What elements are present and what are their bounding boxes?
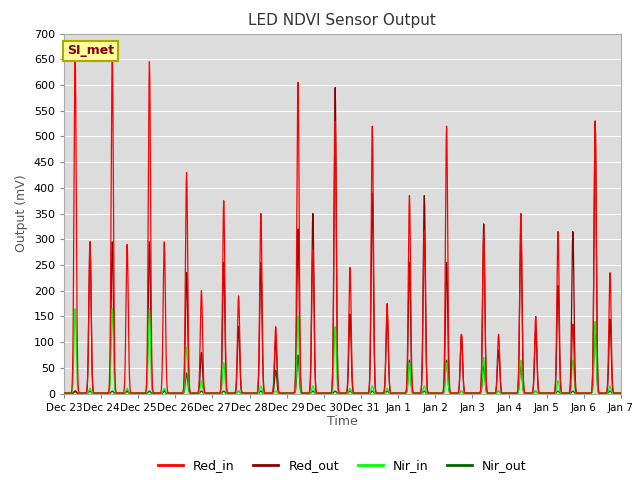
Red_out [60, 390, 68, 396]
Nir_in [297, 385, 305, 391]
Red_out [378, 390, 385, 396]
Red_in [308, 276, 316, 281]
Line: Nir_out: Nir_out [64, 324, 621, 393]
Red_in [617, 390, 625, 396]
Nir_out [126, 390, 134, 396]
Red_out [332, 85, 339, 91]
Red_in [71, 51, 79, 57]
Red_in [378, 390, 385, 396]
Nir_in [60, 390, 68, 396]
Red_out [103, 390, 111, 396]
Red_in [104, 390, 111, 396]
Nir_in [126, 390, 134, 396]
Red_in [318, 390, 326, 396]
Nir_out [617, 390, 625, 396]
X-axis label: Time: Time [327, 415, 358, 429]
Red_in [60, 390, 68, 396]
Nir_out [308, 389, 316, 395]
Nir_out [591, 321, 599, 327]
Nir_in [617, 390, 625, 396]
Nir_out [318, 390, 326, 396]
Red_out [126, 390, 134, 396]
Nir_out [296, 385, 304, 391]
Nir_out [103, 390, 111, 396]
Nir_in [378, 390, 385, 396]
Nir_in [308, 384, 316, 390]
Line: Red_in: Red_in [64, 54, 621, 393]
Red_in [297, 370, 305, 376]
Red_out [617, 390, 625, 396]
Y-axis label: Output (mV): Output (mV) [15, 175, 28, 252]
Line: Red_out: Red_out [64, 88, 621, 393]
Red_out [296, 369, 304, 374]
Nir_out [60, 390, 68, 396]
Red_out [318, 390, 326, 396]
Title: LED NDVI Sensor Output: LED NDVI Sensor Output [248, 13, 436, 28]
Line: Nir_in: Nir_in [64, 309, 621, 393]
Nir_in [104, 390, 111, 396]
Text: SI_met: SI_met [67, 44, 114, 58]
Red_in [126, 386, 134, 392]
Legend: Red_in, Red_out, Nir_in, Nir_out: Red_in, Red_out, Nir_in, Nir_out [153, 455, 532, 477]
Nir_out [377, 390, 385, 396]
Nir_in [71, 306, 79, 312]
Nir_in [318, 390, 326, 396]
Red_out [308, 282, 316, 288]
